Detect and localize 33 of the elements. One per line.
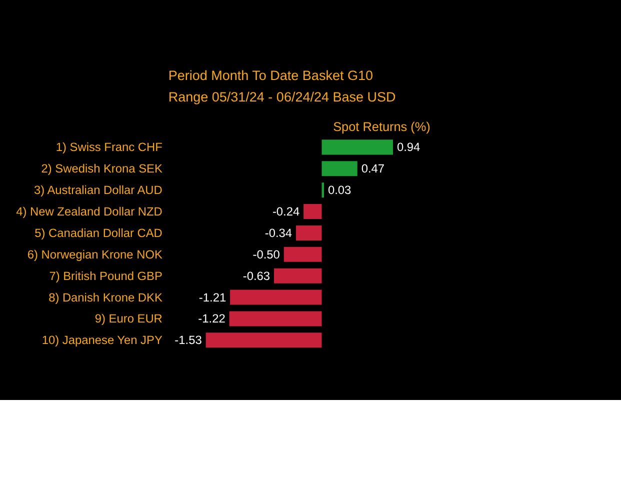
y-tick-label: 1) Swiss Franc CHF [56,140,162,154]
data-label: 0.94 [396,140,420,154]
bar [206,332,322,348]
y-tick-label: 9) Euro EUR [94,312,163,326]
data-label: -1.53 [174,333,202,348]
bar [322,182,324,198]
data-label: 0.47 [361,162,385,176]
bar [274,268,322,284]
bar [322,140,393,155]
bar [229,311,322,326]
y-tick-label: 10) Japanese Yen JPY [42,333,162,348]
y-tick-label: 6) Norwegian Krone NOK [27,247,162,262]
bar [322,161,358,176]
data-label: -0.24 [272,204,300,218]
bar [296,225,322,240]
y-tick-label: 5) Canadian Dollar CAD [34,226,163,240]
y-tick-label: 3) Australian Dollar AUD [34,183,163,198]
chart-title: Spot Returns (%) [333,120,430,134]
data-label: -0.34 [264,226,292,240]
data-label: -1.21 [198,290,226,304]
data-label: -0.50 [252,247,280,262]
text: Period Month To Date Basket G10 [168,68,373,83]
bar [304,204,322,220]
y-tick-label: 2) Swedish Krona SEK [41,162,162,176]
y-tick-label: 8) Danish Krone DKK [48,290,162,304]
bar [284,246,322,262]
bar [230,290,322,305]
data-label: -1.22 [198,312,226,326]
y-tick-label: 7) British Pound GBP [49,268,162,283]
y-tick-label: 4) New Zealand Dollar NZD [16,204,163,218]
data-label: 0.03 [328,183,352,198]
text: Range 05/31/24 - 06/24/24 Base USD [168,90,396,105]
data-label: -0.63 [242,268,270,283]
